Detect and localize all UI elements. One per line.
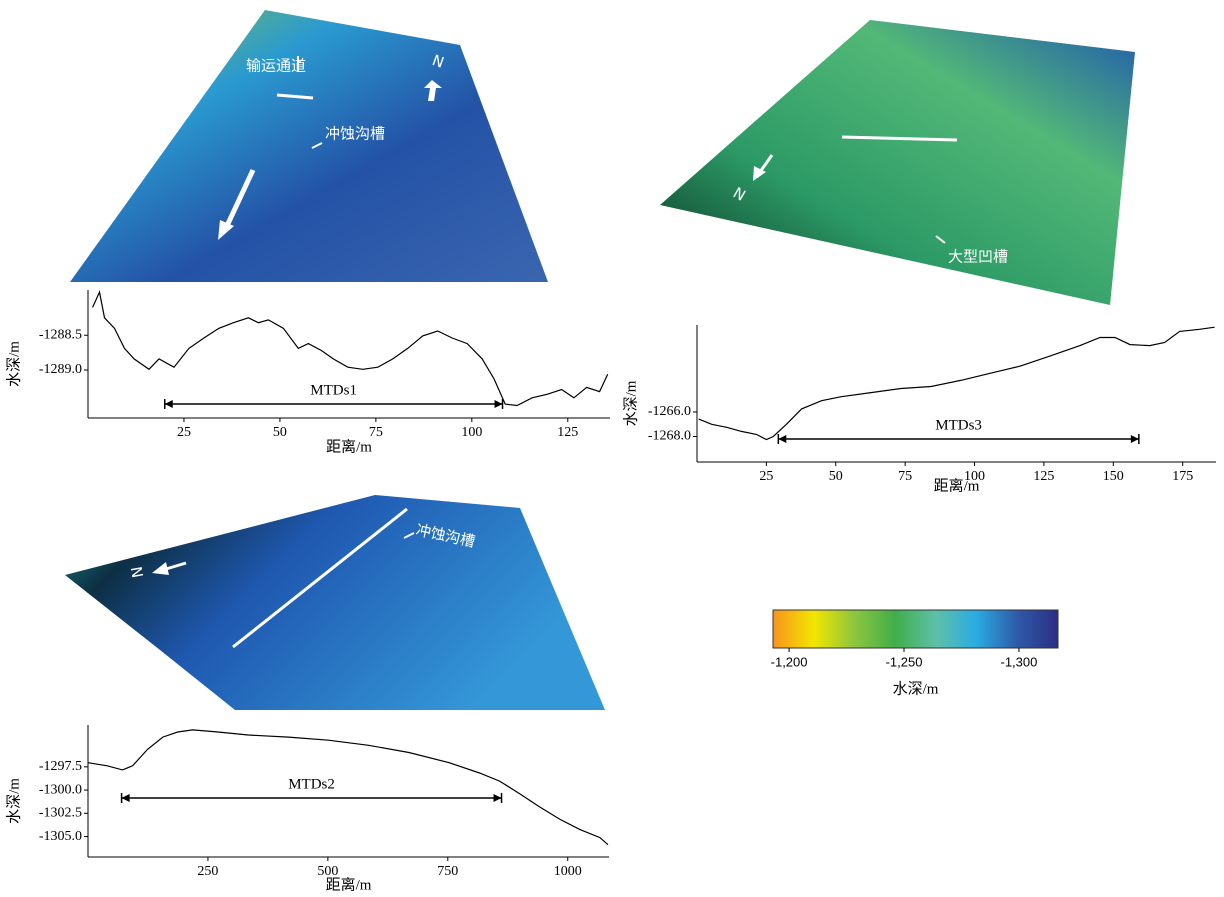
span-label: MTDs2 [288,776,335,792]
north-arrow [758,154,774,173]
y-axis-label: 水深/m [622,380,639,426]
annotation: 大型凹槽 [948,248,1008,266]
arrow-head [152,562,169,575]
x-axis-label: 距离/m [326,876,372,893]
profile-line [87,729,609,846]
arrow-head [753,166,766,181]
x-tick-label: 125 [557,425,578,440]
y-tick-label: -1268.0 [648,429,691,444]
profile-line [841,135,958,142]
span-arrow [778,435,787,443]
x-tick-label: 50 [273,425,287,440]
north-label: N [128,565,148,579]
x-tick-label: 1000 [554,864,582,879]
map-2: N 大型凹槽 [660,20,1135,305]
span-label: MTDs1 [310,382,357,398]
map-1: 输运通道 冲蚀沟槽 N [70,10,548,282]
x-tick-label: 125 [1033,469,1054,484]
span-arrow [494,400,503,408]
x-tick-label: 75 [898,469,912,484]
colorbar-tick-label: -1,250 [886,654,923,669]
span-arrow [121,794,130,802]
x-tick-label: 175 [1172,469,1193,484]
y-tick-label: -1266.0 [648,404,691,419]
bathymetry-surface [65,495,605,710]
colorbar-label: 水深/m [893,680,939,697]
y-axis-label: 水深/m [5,778,22,824]
span-arrow [1130,435,1139,443]
map-3: N 冲蚀沟槽 [65,495,605,710]
y-tick-label: -1289.0 [39,362,82,377]
x-tick-label: 25 [759,469,773,484]
x-axis-label: 距离/m [934,477,980,494]
x-tick-label: 25 [177,425,191,440]
y-tick-label: -1288.5 [39,327,82,342]
y-tick-label: -1297.5 [39,759,82,774]
span-arrow [493,794,502,802]
bathymetry-surface [660,20,1135,305]
x-tick-label: 750 [437,864,458,879]
x-tick-label: 50 [829,469,843,484]
colorbar-tick-label: -1,200 [771,654,808,669]
bathymetry-surface [70,10,548,282]
x-tick-label: 75 [369,425,383,440]
flow-arrow [223,168,256,230]
x-tick-label: 500 [317,864,338,879]
x-tick-label: 100 [461,425,482,440]
colorbar [772,609,1059,649]
profile-line [232,507,408,649]
colorbar-tick-label: -1,300 [1000,654,1037,669]
annotation: 输运通道 [246,57,306,75]
x-tick-label: 250 [197,864,218,879]
pointer [935,235,946,244]
y-tick-label: -1305.0 [39,829,82,844]
pointer [311,142,323,149]
x-tick-label: 100 [964,469,985,484]
north-arrow [424,80,442,101]
span-label: MTDs3 [935,417,982,433]
profile-line [276,93,314,100]
span-arrow [164,400,173,408]
pointer [403,532,415,539]
profile-line [92,290,609,407]
profile-line [698,326,1215,441]
y-tick-label: -1302.5 [39,806,82,821]
y-tick-label: -1300.0 [39,782,82,797]
annotation: 冲蚀沟槽 [325,125,385,143]
arrow-head [218,220,234,240]
y-axis-label: 水深/m [5,341,22,387]
north-arrow [165,561,187,571]
x-tick-label: 150 [1103,469,1124,484]
x-axis-label: 距离/m [326,438,372,455]
